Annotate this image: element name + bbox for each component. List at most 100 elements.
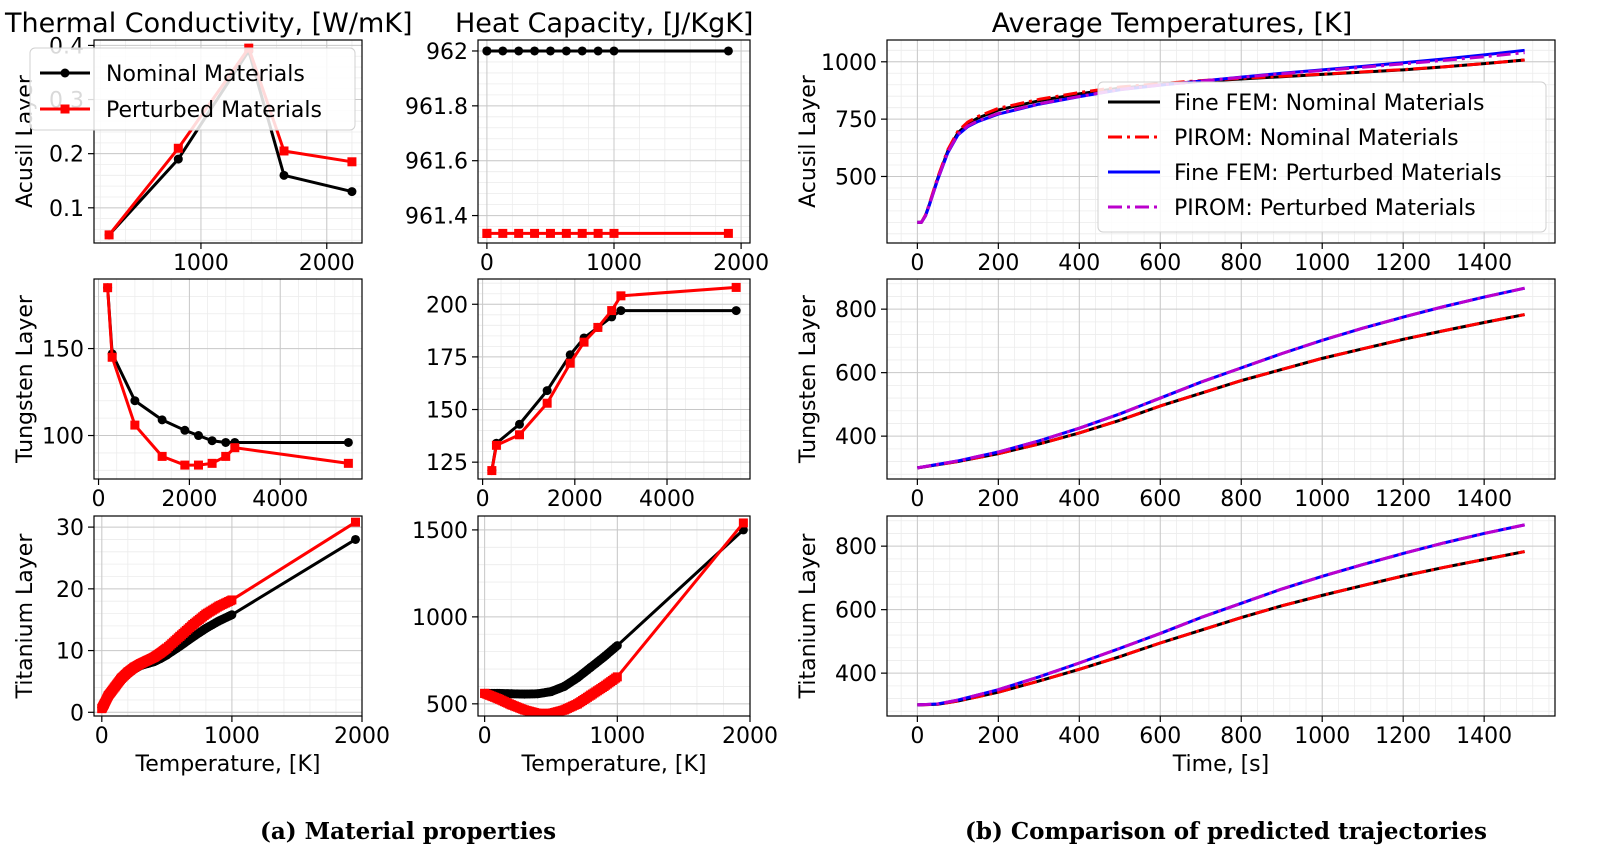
series-line: [100, 538, 357, 709]
data-point: [482, 46, 492, 56]
legend-entry: Perturbed Materials: [106, 98, 322, 123]
data-point: [559, 681, 569, 691]
x-tick-label: 1000: [1294, 487, 1350, 512]
x-tick-label: 1400: [1456, 251, 1512, 276]
data-point: [227, 610, 237, 620]
x-tick-label: 200: [977, 487, 1019, 512]
caption-material-properties: (a) Material properties: [260, 818, 557, 845]
x-tick-label: 4000: [252, 487, 308, 512]
axes-frame: [477, 515, 751, 717]
data-point: [577, 46, 587, 56]
data-point: [498, 228, 508, 238]
data-point: [506, 689, 516, 699]
x-tick-label: 800: [1220, 251, 1262, 276]
y-tick-label: 125: [426, 451, 468, 476]
data-point: [723, 46, 733, 56]
x-tick-label: 2000: [334, 724, 390, 749]
title-average-temperatures: Average Temperatures, [K]: [992, 8, 1353, 39]
data-point: [279, 170, 289, 180]
y-tick-label: 200: [426, 293, 468, 318]
data-point: [533, 689, 543, 699]
y-axis-label: Tungsten Layer: [13, 294, 38, 464]
title-thermal-conductivity: Thermal Conductivity, [W/mK]: [4, 8, 413, 39]
y-tick-label: 962: [426, 40, 468, 65]
data-point: [607, 306, 617, 316]
y-tick-label: 500: [426, 693, 468, 718]
minor-grid: [94, 279, 362, 479]
data-point: [107, 352, 117, 362]
data-point: [180, 425, 190, 435]
legend-marker: [60, 104, 70, 114]
series-line: [106, 287, 349, 467]
x-tick-label: 200: [977, 724, 1019, 749]
data-point: [347, 157, 357, 167]
y-tick-label: 0.1: [49, 197, 84, 222]
axes-frame: [477, 39, 751, 244]
data-point: [593, 228, 603, 238]
x-tick-label: 1400: [1456, 724, 1512, 749]
y-tick-label: 150: [42, 338, 84, 363]
data-point: [123, 667, 133, 677]
y-tick-label: 750: [835, 108, 877, 133]
series-line: [917, 313, 1525, 470]
data-point: [130, 420, 140, 430]
data-point: [723, 228, 733, 238]
data-point: [347, 187, 357, 197]
x-tick-label: 1000: [589, 724, 645, 749]
data-point: [616, 291, 626, 301]
data-point: [586, 662, 596, 672]
series-line: [917, 51, 1525, 224]
series-line: [484, 528, 745, 696]
data-point: [559, 705, 569, 715]
series-line: [917, 313, 1525, 470]
data-point: [530, 228, 540, 238]
data-point: [480, 688, 490, 698]
series-line: [917, 550, 1525, 707]
y-tick-label: 800: [835, 298, 877, 323]
x-tick-label: 1200: [1375, 724, 1431, 749]
chart-k_titanium: 0 1000 2000 0 10 20 30 Titanium Layer Temperatur…: [13, 515, 390, 777]
x-tick-label: 2000: [722, 724, 778, 749]
y-axis-label: Acusil Layer: [796, 74, 821, 208]
data-point: [214, 601, 224, 611]
y-tick-label: 500: [835, 165, 877, 190]
data-point: [593, 322, 603, 332]
x-tick-label: 1200: [1375, 251, 1431, 276]
x-tick-label: 2000: [713, 251, 769, 276]
series-line: [106, 287, 349, 444]
y-tick-label: 600: [835, 599, 877, 624]
data-point: [530, 46, 540, 56]
y-tick-label: 20: [56, 578, 84, 603]
y-tick-label: 175: [426, 346, 468, 371]
data-point: [207, 436, 217, 446]
x-tick-label: 800: [1220, 724, 1262, 749]
data-point: [498, 46, 508, 56]
data-point: [230, 443, 240, 453]
x-tick-label: 2000: [161, 487, 217, 512]
legend-entry: Fine FEM: Nominal Materials: [1174, 91, 1484, 116]
data-point: [173, 143, 183, 153]
data-point: [129, 662, 139, 672]
legend-marker: [60, 68, 70, 78]
data-point: [542, 386, 552, 396]
x-tick-label: 0: [910, 251, 924, 276]
series-line: [917, 286, 1525, 470]
axes-frame: [886, 515, 1556, 717]
data-point: [738, 518, 748, 528]
data-point: [103, 283, 113, 293]
axes-frame: [93, 515, 363, 717]
data-point: [343, 458, 353, 468]
y-tick-label: 961.4: [405, 205, 468, 230]
x-tick-label: 600: [1139, 251, 1181, 276]
y-tick-label: 150: [426, 399, 468, 424]
x-tick-label: 1000: [586, 251, 642, 276]
legend: Fine FEM: Nominal Materials PIROM: Nomina…: [1097, 81, 1547, 233]
x-tick-label: 0: [478, 724, 492, 749]
title-heat-capacity: Heat Capacity, [J/KgK]: [455, 8, 753, 39]
data-point: [546, 687, 556, 697]
series-group: [917, 48, 1525, 224]
y-axis-label: Titanium Layer: [13, 533, 38, 700]
